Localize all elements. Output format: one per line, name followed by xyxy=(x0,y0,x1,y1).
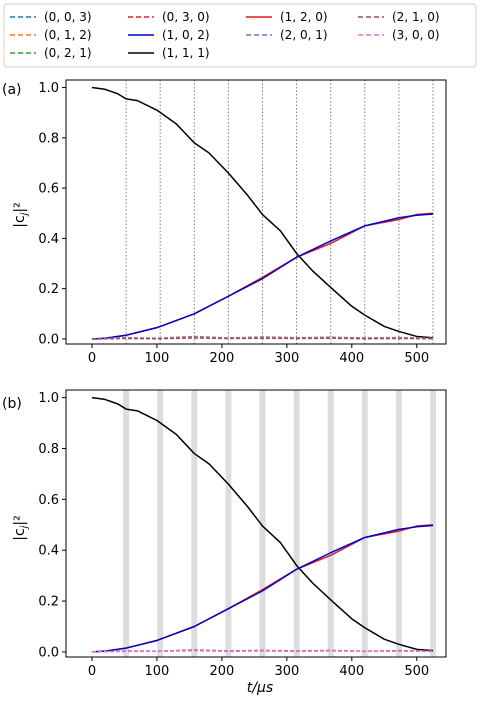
xtick-label-2: 200 xyxy=(209,664,234,679)
panel-b-xlabel: t/μs xyxy=(247,680,273,696)
ytick-label-5: 1.0 xyxy=(38,81,59,96)
legend-label-5: (1, 0, 2) xyxy=(162,28,210,42)
xtick-label-4: 400 xyxy=(339,351,364,366)
legend-label-6: (2, 0, 1) xyxy=(280,28,328,42)
marker-band-5 xyxy=(293,390,300,657)
ytick-label-5: 1.0 xyxy=(38,391,59,406)
marker-band-8 xyxy=(395,390,402,657)
ytick-label-1: 0.2 xyxy=(38,282,59,297)
marker-band-0 xyxy=(123,390,130,657)
legend-label-7: (3, 0, 0) xyxy=(392,28,440,42)
ytick-label-2: 0.4 xyxy=(38,232,59,247)
panel-b-ylabel-text: |cj|² xyxy=(12,515,30,541)
marker-band-2 xyxy=(191,390,198,657)
xtick-label-5: 500 xyxy=(404,664,429,679)
ytick-label-0: 0.0 xyxy=(38,332,59,347)
ytick-label-3: 0.6 xyxy=(38,493,59,508)
marker-band-3 xyxy=(225,390,232,657)
legend-label-2: (1, 2, 0) xyxy=(280,10,328,24)
marker-band-1 xyxy=(157,390,164,657)
xtick-label-3: 300 xyxy=(274,664,299,679)
panel-b-ylabel: |cj|² xyxy=(12,515,30,541)
axes-frame xyxy=(65,79,447,345)
legend-label-1: (0, 3, 0) xyxy=(162,10,210,24)
panel-a: (a) |cj|² 0 100 200 300 400 500 0.0 0.2 0.4 0.6 0.… xyxy=(2,79,447,366)
legend-label-3: (2, 1, 0) xyxy=(392,10,440,24)
legend-label-4: (0, 1, 2) xyxy=(44,28,92,42)
panel-a-ylabel: |cj|² xyxy=(12,202,30,228)
xtick-label-0: 0 xyxy=(88,664,96,679)
legend: (0, 0, 3) (0, 1, 2) (0, 2, 1) (0, 3, 0) (1, … xyxy=(3,3,477,68)
series-line-2 xyxy=(91,213,434,340)
legend-label-8: (0, 2, 1) xyxy=(44,46,92,60)
xtick-label-0: 0 xyxy=(88,351,96,366)
legend-frame xyxy=(3,3,477,68)
legend-label-9: (1, 1, 1) xyxy=(162,46,210,60)
panel-a-ylabel-text: |cj|² xyxy=(12,202,30,228)
panel-b: (b) |cj|² t/μs 0 100 200 300 400 500 0.0 0.2 0.4… xyxy=(2,389,447,696)
xtick-label-4: 400 xyxy=(339,664,364,679)
ytick-label-2: 0.4 xyxy=(38,544,59,559)
panel-a-label: (a) xyxy=(2,82,22,98)
panel-b-xlabel-text: t/μs xyxy=(247,680,273,696)
marker-band-4 xyxy=(259,390,266,657)
legend-label-0: (0, 0, 3) xyxy=(44,10,92,24)
panel-b-label: (b) xyxy=(2,396,22,412)
series-line-0 xyxy=(91,86,434,339)
xtick-label-1: 100 xyxy=(145,351,170,366)
series-line-5 xyxy=(91,337,434,340)
xtick-label-2: 200 xyxy=(209,351,234,366)
marker-band-7 xyxy=(361,390,368,657)
ytick-label-3: 0.6 xyxy=(38,182,59,197)
marker-band-9 xyxy=(430,390,437,657)
ytick-label-1: 0.2 xyxy=(38,595,59,610)
xtick-label-1: 100 xyxy=(145,664,170,679)
xtick-label-3: 300 xyxy=(274,351,299,366)
marker-band-6 xyxy=(327,390,334,657)
series-line-4 xyxy=(91,649,434,653)
series-line-2 xyxy=(91,524,434,653)
series-line-0 xyxy=(91,396,434,652)
xtick-label-5: 500 xyxy=(404,351,429,366)
ytick-label-4: 0.8 xyxy=(38,442,59,457)
ytick-label-4: 0.8 xyxy=(38,131,59,146)
ytick-label-0: 0.0 xyxy=(38,645,59,660)
axes-frame xyxy=(65,389,447,658)
